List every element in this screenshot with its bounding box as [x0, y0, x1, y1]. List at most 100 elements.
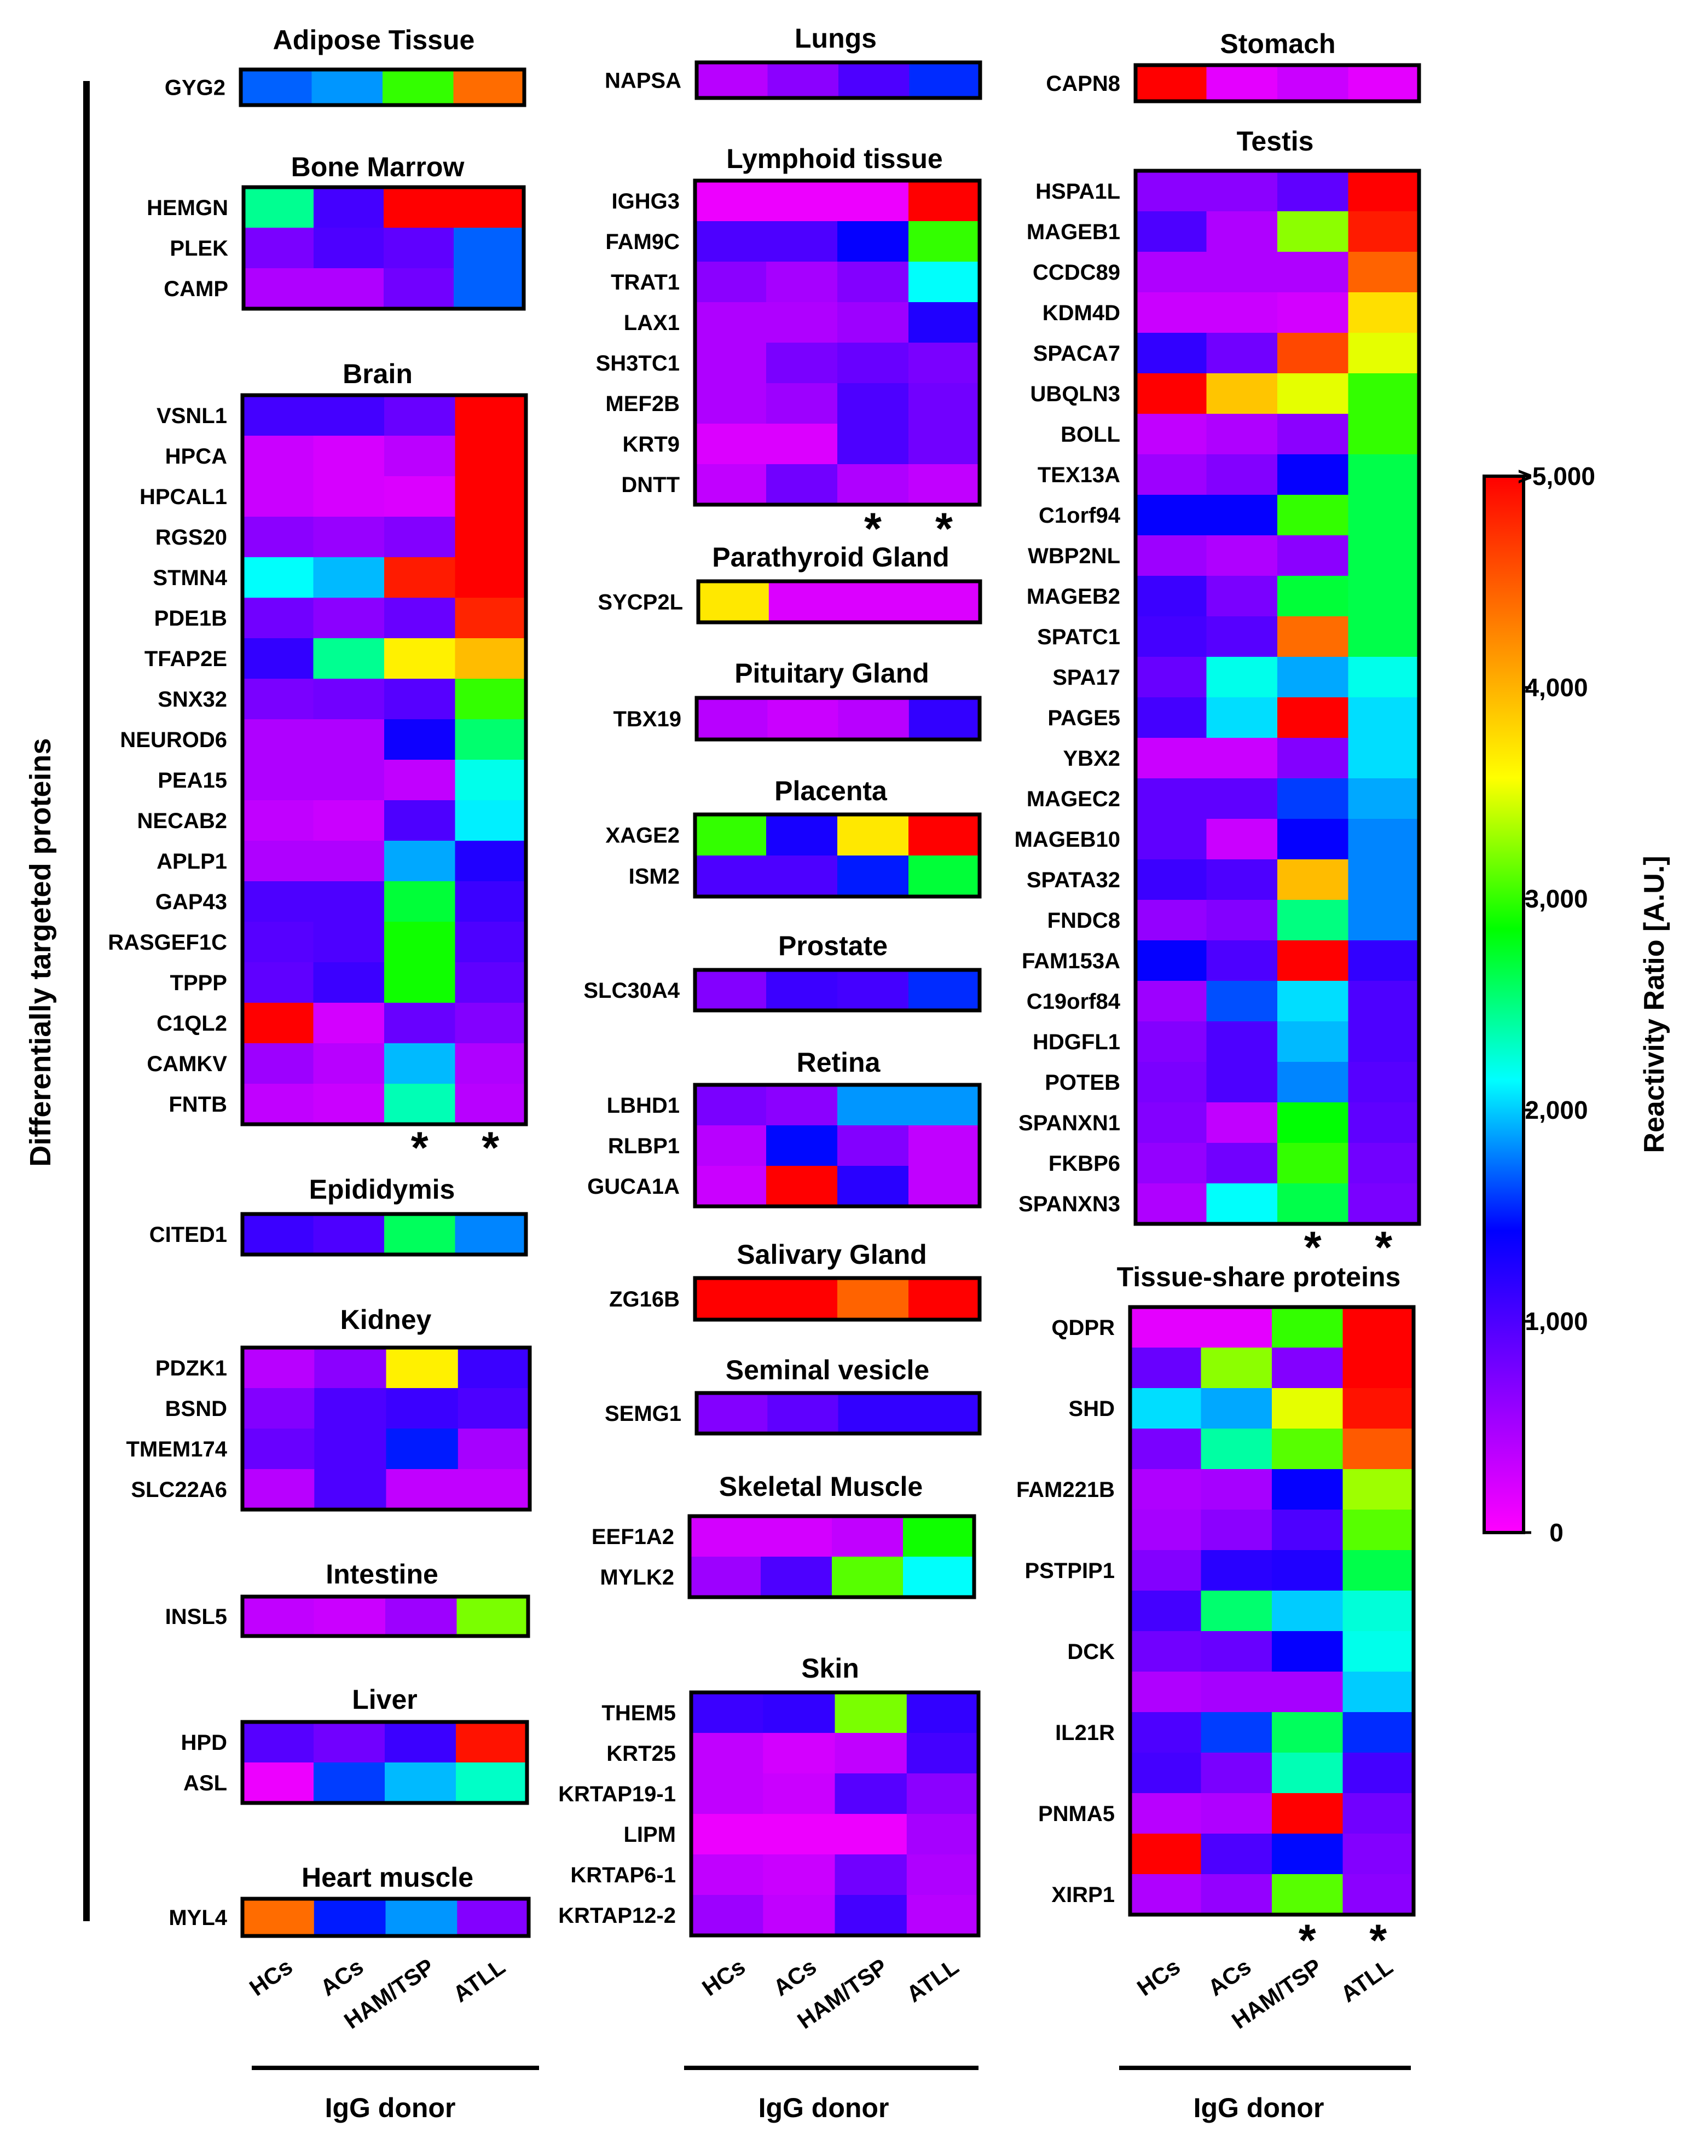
heatmap-cell	[1277, 454, 1349, 495]
heatmap-cell	[1206, 778, 1278, 819]
heatmap-cell	[1136, 1143, 1207, 1184]
heatmap-cell	[1342, 1793, 1414, 1834]
heatmap-cell	[1136, 535, 1207, 576]
heatmap-cell	[1201, 1793, 1272, 1834]
heatmap-cell	[695, 383, 767, 424]
heatmap-cell	[1348, 1143, 1420, 1184]
gene-label: UBQLN3	[1030, 382, 1120, 406]
panel-frame	[1128, 1305, 1416, 1917]
heatmap-cell	[455, 841, 526, 882]
heatmap-cell	[455, 1214, 526, 1255]
heatmap-cell	[1348, 1021, 1420, 1062]
heatmap-cell	[1348, 576, 1420, 617]
heatmap-cell	[242, 1348, 315, 1389]
heatmap-cell	[1277, 981, 1349, 1022]
gene-label: RLBP1	[608, 1134, 680, 1158]
heatmap-cell	[763, 1773, 836, 1814]
heatmap-cell	[1277, 252, 1349, 293]
heatmap-cell	[1272, 1388, 1344, 1429]
heatmap-cell	[1136, 738, 1207, 779]
column-label: ACs	[1203, 1953, 1256, 2001]
heatmap-cell	[242, 1084, 314, 1125]
heatmap-cell	[906, 1773, 979, 1814]
panel-frame	[687, 1514, 976, 1599]
heatmap-cell	[384, 1043, 456, 1084]
gene-label: INSL5	[165, 1605, 227, 1629]
gene-label: KRTAP6-1	[570, 1863, 676, 1887]
gene-label: BSND	[165, 1397, 227, 1421]
column-label: ACs	[316, 1953, 368, 2001]
heatmap-cell	[455, 800, 526, 841]
heatmap-cell	[838, 698, 910, 740]
heatmap-cell	[837, 383, 909, 424]
gene-label: SHD	[1069, 1397, 1115, 1421]
heatmap-cell	[1136, 616, 1207, 657]
heatmap-cell	[1272, 1631, 1344, 1672]
heatmap-cell	[1348, 738, 1420, 779]
gene-label: SPACA7	[1033, 342, 1120, 366]
heatmap-cell	[761, 1557, 832, 1598]
panel-frame	[694, 60, 982, 100]
heatmap-cell	[242, 1762, 314, 1804]
gene-label: HEMGN	[147, 196, 228, 220]
heatmap-cell	[837, 1166, 909, 1207]
heatmap-cell	[1348, 535, 1420, 576]
heatmap-cell	[838, 1393, 910, 1434]
gene-label: NECAB2	[137, 809, 227, 833]
gene-label: CCDC89	[1033, 261, 1120, 285]
heatmap-cell	[766, 221, 838, 262]
gene-label: C1orf94	[1039, 504, 1121, 528]
gene-label: IGHG3	[612, 189, 680, 213]
gene-label: C19orf84	[1027, 990, 1121, 1014]
gene-label: CAPN8	[1046, 72, 1120, 96]
heatmap-cell	[1277, 65, 1349, 102]
heatmap-cell	[766, 970, 838, 1011]
heatmap-cell	[1206, 1102, 1278, 1143]
heatmap-cell	[455, 922, 526, 963]
heatmap-cell	[1201, 1307, 1272, 1348]
heatmap-cell	[1277, 1062, 1349, 1103]
heatmap-cell	[455, 1084, 526, 1125]
heatmap-cell	[837, 464, 909, 505]
heatmap-cell	[1206, 1021, 1278, 1062]
heatmap-cell	[1136, 657, 1207, 698]
heatmap-cell	[1201, 1388, 1272, 1429]
heatmap-cell	[1342, 1753, 1414, 1794]
heatmap-cell	[1342, 1307, 1414, 1348]
gene-label: NEUROD6	[120, 728, 227, 752]
heatmap-cell	[384, 719, 456, 760]
panel-title: Prostate	[778, 930, 888, 961]
gene-label: ISM2	[629, 865, 680, 889]
heatmap-cell	[384, 187, 454, 228]
heatmap-cell	[1206, 859, 1278, 900]
column-label: ATLL	[448, 1953, 509, 2007]
heatmap-cell	[242, 719, 314, 760]
heatmap-cell	[1130, 1874, 1202, 1915]
heatmap-cell	[454, 187, 524, 228]
heatmap-cell	[314, 1429, 387, 1470]
gene-label: APLP1	[157, 849, 227, 874]
heatmap-cell	[697, 698, 768, 740]
heatmap-cell	[455, 395, 526, 436]
heatmap-cell	[1277, 1143, 1349, 1184]
heatmap-cell	[458, 1429, 530, 1470]
heatmap-cell	[313, 922, 385, 963]
heatmap-cell	[1277, 616, 1349, 657]
heatmap-cell	[242, 1003, 314, 1044]
panel-frame	[1133, 63, 1421, 103]
heatmap-cell	[385, 1762, 456, 1804]
heatmap-cell	[1130, 1631, 1202, 1672]
heatmap-cell	[763, 1814, 836, 1855]
heatmap-cell	[1272, 1348, 1344, 1389]
heatmap-cell	[242, 1899, 315, 1937]
heatmap-cell	[908, 1125, 980, 1166]
heatmap-cell	[1136, 252, 1207, 293]
heatmap-cell	[313, 962, 385, 1003]
panel-title: Lungs	[795, 23, 877, 54]
colorbar-tick-label: >5,000	[1518, 462, 1595, 490]
heatmap-cell	[1277, 697, 1349, 738]
heatmap-cell	[313, 1084, 385, 1125]
heatmap-cell	[1206, 252, 1278, 293]
heatmap-cell	[384, 395, 456, 436]
heatmap-cell	[695, 464, 767, 505]
